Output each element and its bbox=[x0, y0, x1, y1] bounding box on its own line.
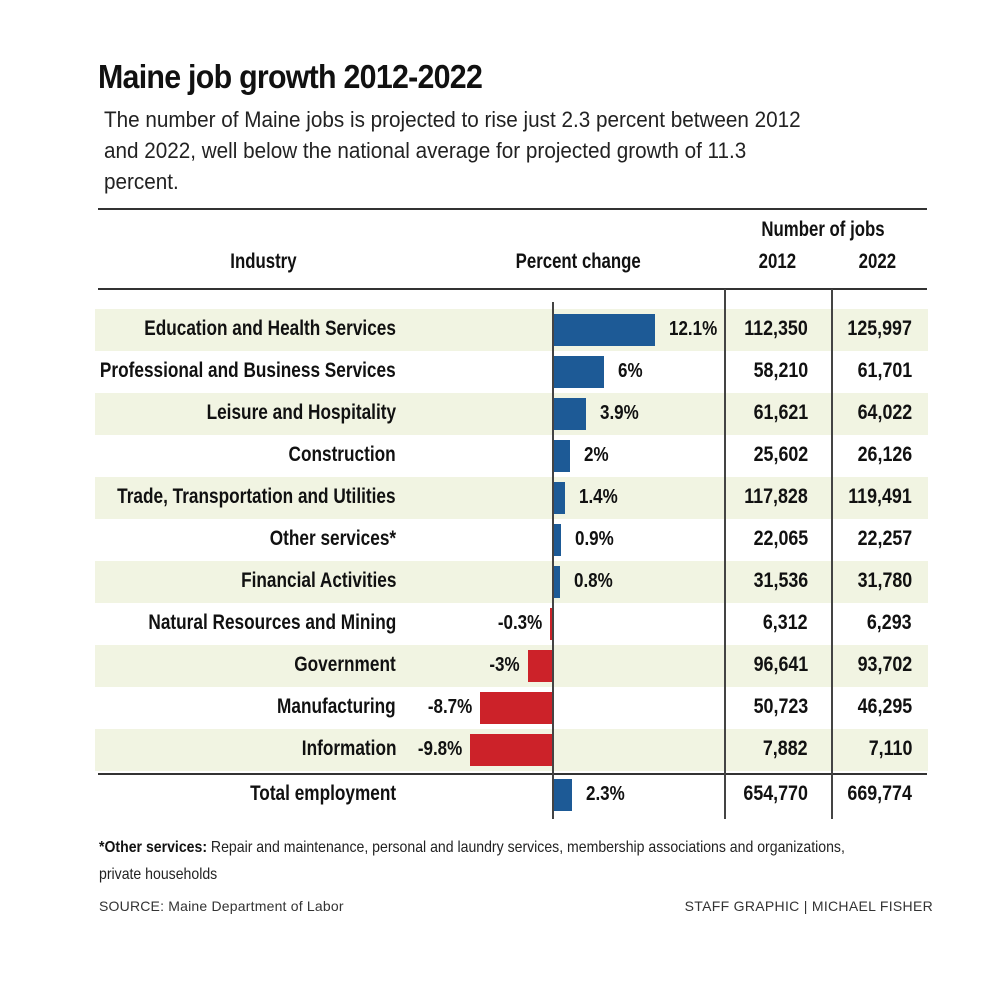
industry-label: Other services* bbox=[269, 527, 396, 550]
percent-label: -8.7% bbox=[427, 696, 472, 718]
bar-positive bbox=[553, 440, 570, 472]
industry-label: Natural Resources and Mining bbox=[148, 611, 396, 634]
row-background bbox=[95, 645, 928, 687]
footnote-text-2: private households bbox=[99, 866, 218, 883]
bar-positive bbox=[553, 398, 586, 430]
percent-label: 1.4% bbox=[578, 486, 618, 508]
header-rule bbox=[98, 288, 927, 290]
row-background bbox=[95, 477, 928, 519]
header-year-2012: 2012 bbox=[758, 250, 797, 273]
bar-positive bbox=[553, 779, 573, 811]
jobs-2022: 61,701 bbox=[857, 359, 912, 382]
industry-label: Manufacturing bbox=[277, 695, 396, 718]
staff-credit: STAFF GRAPHIC | MICHAEL FISHER bbox=[684, 898, 933, 914]
footnote-text: Repair and maintenance, personal and lau… bbox=[207, 839, 845, 856]
top-rule bbox=[98, 208, 927, 210]
source-note: SOURCE: Maine Department of Labor bbox=[99, 898, 344, 914]
jobs-2022: 46,295 bbox=[857, 695, 912, 718]
percent-label: 2% bbox=[583, 444, 609, 466]
jobs-2022: 125,997 bbox=[847, 317, 912, 340]
percent-label: 0.8% bbox=[573, 570, 613, 592]
bar-negative bbox=[479, 692, 553, 724]
jobs-2012: 112,350 bbox=[744, 317, 808, 340]
bar-positive bbox=[553, 524, 561, 556]
industry-label: Information bbox=[301, 737, 396, 760]
jobs-2022: 26,126 bbox=[857, 443, 912, 466]
percent-label: 3.9% bbox=[599, 402, 639, 424]
bar-negative bbox=[527, 650, 553, 682]
jobs-2022: 93,702 bbox=[857, 653, 912, 676]
row-background bbox=[95, 561, 928, 603]
percent-label: -3% bbox=[489, 654, 520, 676]
bar-positive bbox=[553, 566, 560, 598]
percent-label: -0.3% bbox=[498, 612, 543, 634]
column-divider-2022 bbox=[831, 289, 833, 819]
chart-subtitle: The number of Maine jobs is projected to… bbox=[104, 107, 801, 194]
column-divider-2012 bbox=[724, 289, 726, 819]
row-background bbox=[95, 393, 928, 435]
zero-axis bbox=[552, 302, 554, 819]
bar-positive bbox=[553, 356, 604, 388]
industry-label: Trade, Transportation and Utilities bbox=[117, 485, 396, 508]
row-background bbox=[95, 309, 928, 351]
percent-label: 6% bbox=[617, 360, 643, 382]
percent-label: -9.8% bbox=[418, 738, 463, 760]
jobs-2012: 50,723 bbox=[753, 695, 808, 718]
bar-negative bbox=[470, 734, 553, 766]
jobs-2022: 22,257 bbox=[857, 527, 912, 550]
jobs-2012: 25,602 bbox=[753, 443, 808, 466]
header-industry: Industry bbox=[230, 250, 297, 273]
industry-label: Professional and Business Services bbox=[100, 359, 396, 382]
jobs-2012: 58,210 bbox=[753, 359, 808, 382]
jobs-2022: 119,491 bbox=[848, 485, 912, 508]
bar-positive bbox=[553, 482, 565, 514]
jobs-2012: 6,312 bbox=[763, 611, 808, 634]
industry-label: Education and Health Services bbox=[144, 317, 396, 340]
bar-negative bbox=[550, 608, 553, 640]
footnote: *Other services: Repair and maintenance,… bbox=[99, 834, 845, 888]
footnote-term: *Other services: bbox=[99, 839, 208, 856]
header-percent-change: Percent change bbox=[515, 250, 641, 273]
bar-positive bbox=[553, 314, 655, 346]
percent-label: 2.3% bbox=[586, 783, 626, 805]
jobs-2022: 669,774 bbox=[847, 782, 912, 805]
jobs-2012: 31,536 bbox=[753, 569, 808, 592]
jobs-2022: 7,110 bbox=[868, 737, 912, 760]
industry-label: Financial Activities bbox=[240, 569, 396, 592]
header-number-of-jobs: Number of jobs bbox=[761, 218, 885, 241]
jobs-2012: 7,882 bbox=[763, 737, 808, 760]
percent-label: 0.9% bbox=[574, 528, 614, 550]
jobs-2022: 6,293 bbox=[867, 611, 912, 634]
industry-label: Government bbox=[294, 653, 396, 676]
industry-label: Total employment bbox=[249, 782, 396, 805]
chart-title: Maine job growth 2012-2022 bbox=[98, 58, 483, 95]
industry-label: Construction bbox=[288, 443, 396, 466]
industry-label: Leisure and Hospitality bbox=[206, 401, 396, 424]
percent-label: 12.1% bbox=[668, 318, 718, 340]
jobs-2012: 22,065 bbox=[753, 527, 808, 550]
jobs-2022: 31,780 bbox=[857, 569, 912, 592]
total-rule bbox=[98, 773, 927, 775]
jobs-2012: 654,770 bbox=[743, 782, 808, 805]
jobs-2012: 61,621 bbox=[753, 401, 808, 424]
header-year-2022: 2022 bbox=[858, 250, 897, 273]
jobs-2012: 96,641 bbox=[753, 653, 808, 676]
jobs-2012: 117,828 bbox=[744, 485, 808, 508]
jobs-2022: 64,022 bbox=[857, 401, 912, 424]
